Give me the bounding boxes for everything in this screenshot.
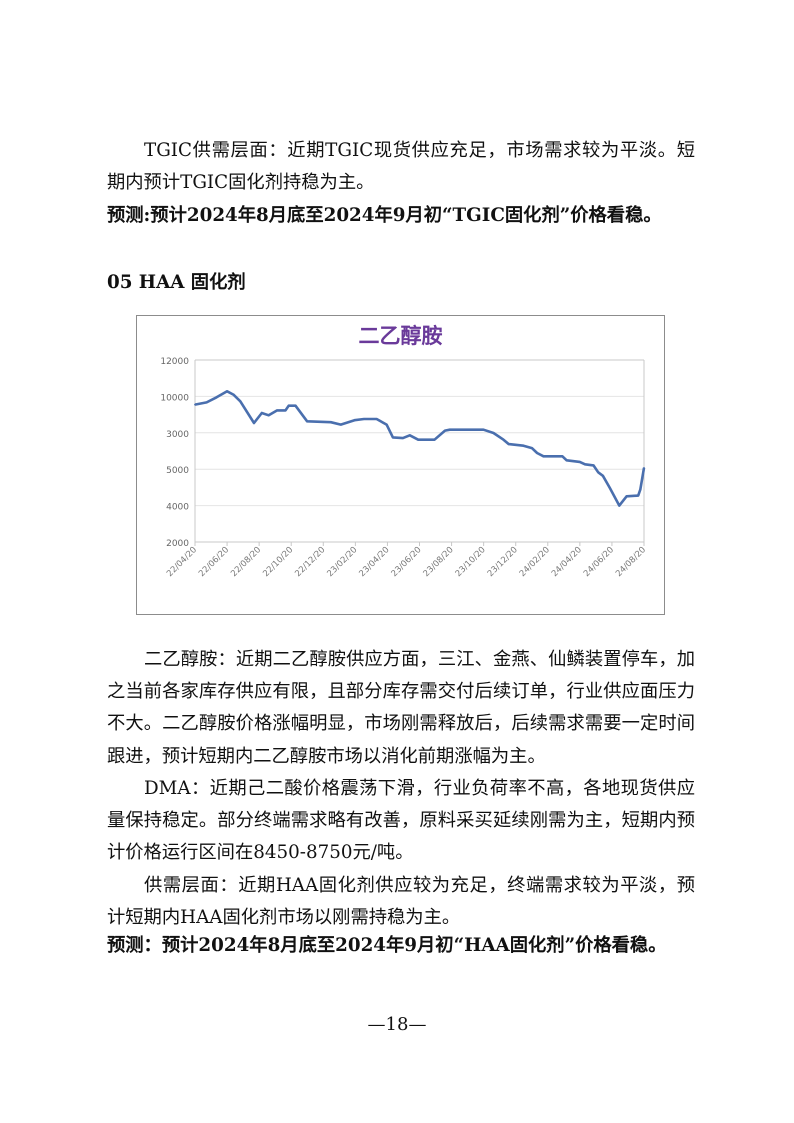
data-point bbox=[402, 437, 404, 439]
y-tick-label: 4000 bbox=[166, 503, 189, 513]
data-point bbox=[392, 436, 394, 439]
x-tick-label: 22/10/20 bbox=[261, 545, 295, 579]
data-point bbox=[433, 438, 436, 441]
dea-paragraph: 二乙醇胺：近期二乙醇胺供应方面，三江、金燕、仙鳞装置停车，加之当前各家库存供应有… bbox=[107, 649, 695, 767]
data-point bbox=[448, 428, 451, 431]
chart-title: 二乙醇胺 bbox=[358, 324, 443, 348]
x-tick-label: 24/04/20 bbox=[550, 545, 584, 579]
haa-forecast: 预测：预计2024年8月底至2024年9月初“HAA固化剂”价格看稳。 bbox=[107, 935, 667, 956]
x-tick-label: 23/02/20 bbox=[325, 545, 359, 579]
tgic-paragraph: TGIC供需层面：近期TGIC现货供应充足，市场需求较为平淡。短期内预计TGIC… bbox=[107, 140, 695, 194]
data-point bbox=[536, 452, 539, 454]
data-point bbox=[637, 494, 640, 497]
section-heading: 05 HAA 固化剂 bbox=[107, 272, 246, 293]
data-point bbox=[253, 422, 255, 424]
data-point bbox=[444, 429, 446, 432]
x-tick-label: 24/08/20 bbox=[614, 545, 648, 579]
data-point bbox=[194, 403, 196, 406]
data-point bbox=[561, 455, 564, 458]
x-tick-label: 23/10/20 bbox=[454, 545, 488, 579]
data-point bbox=[584, 463, 586, 466]
data-point bbox=[363, 418, 365, 420]
data-point bbox=[408, 434, 411, 437]
data-point bbox=[565, 459, 568, 462]
data-point bbox=[530, 447, 533, 449]
data-point bbox=[502, 438, 505, 441]
data-point bbox=[592, 464, 595, 467]
data-point bbox=[608, 487, 611, 489]
data-point bbox=[639, 488, 642, 491]
data-point bbox=[417, 438, 420, 441]
supply-paragraph: 供需层面：近期HAA固化剂供应较为充足，终端需求较为平淡，预计短期内HAA固化剂… bbox=[107, 875, 695, 929]
data-point bbox=[226, 390, 229, 393]
tgic-forecast: 预测:预计2024年8月底至2024年9月初“TGIC固化剂”价格看稳。 bbox=[107, 205, 662, 226]
x-tick-label: 23/12/20 bbox=[486, 545, 520, 579]
data-point bbox=[306, 420, 309, 423]
x-tick-label: 22/08/20 bbox=[229, 545, 263, 579]
data-point bbox=[232, 393, 235, 396]
y-tick-label: 2000 bbox=[166, 539, 189, 549]
data-point bbox=[205, 401, 208, 404]
data-point bbox=[625, 495, 628, 498]
x-tick-label: 22/12/20 bbox=[293, 545, 327, 579]
data-point bbox=[507, 443, 510, 445]
x-tick-label: 24/02/20 bbox=[518, 545, 552, 579]
x-tick-label: 22/06/20 bbox=[197, 545, 231, 579]
data-point bbox=[482, 428, 485, 431]
chart-plot: 12000 10000 3000 5000 4000 200022/04/2022/06/… bbox=[160, 357, 648, 579]
series-line bbox=[194, 390, 646, 507]
data-point bbox=[578, 461, 581, 463]
data-point bbox=[597, 471, 600, 474]
data-point bbox=[522, 444, 525, 447]
data-point bbox=[542, 455, 545, 458]
data-point bbox=[643, 467, 645, 469]
page-number: —18— bbox=[367, 1014, 427, 1035]
x-tick-label: 24/06/20 bbox=[582, 545, 616, 579]
data-point bbox=[260, 412, 263, 414]
y-tick-label: 10000 bbox=[160, 393, 189, 403]
data-point bbox=[353, 419, 356, 422]
x-tick-label: 22/04/20 bbox=[165, 545, 199, 579]
y-tick-label: 3000 bbox=[166, 430, 189, 440]
chart: 二乙醇胺 12000 10000 3000 5000 4000 2000 22/04/20 2… bbox=[136, 315, 665, 615]
data-point bbox=[602, 474, 604, 477]
data-point bbox=[339, 423, 342, 426]
data-point bbox=[287, 404, 290, 407]
data-point bbox=[618, 504, 621, 507]
x-tick-label: 23/08/20 bbox=[422, 545, 456, 579]
data-point bbox=[284, 409, 287, 412]
y-tick-label: 5000 bbox=[166, 466, 189, 476]
data-point bbox=[294, 404, 297, 407]
data-point bbox=[329, 421, 332, 424]
data-point bbox=[385, 423, 388, 426]
x-tick-label: 23/04/20 bbox=[357, 545, 391, 579]
y-tick-label: 12000 bbox=[160, 357, 189, 367]
dma-paragraph: DMA：近期己二酸价格震荡下滑，行业负荷率不高，各地现货供应量保持稳定。部分终端… bbox=[107, 778, 695, 864]
data-point bbox=[215, 396, 218, 399]
data-point bbox=[267, 414, 270, 417]
data-point bbox=[492, 432, 495, 434]
data-point bbox=[375, 418, 378, 420]
x-tick-label: 23/06/20 bbox=[390, 545, 424, 579]
data-point bbox=[239, 400, 242, 403]
data-point bbox=[276, 409, 279, 412]
